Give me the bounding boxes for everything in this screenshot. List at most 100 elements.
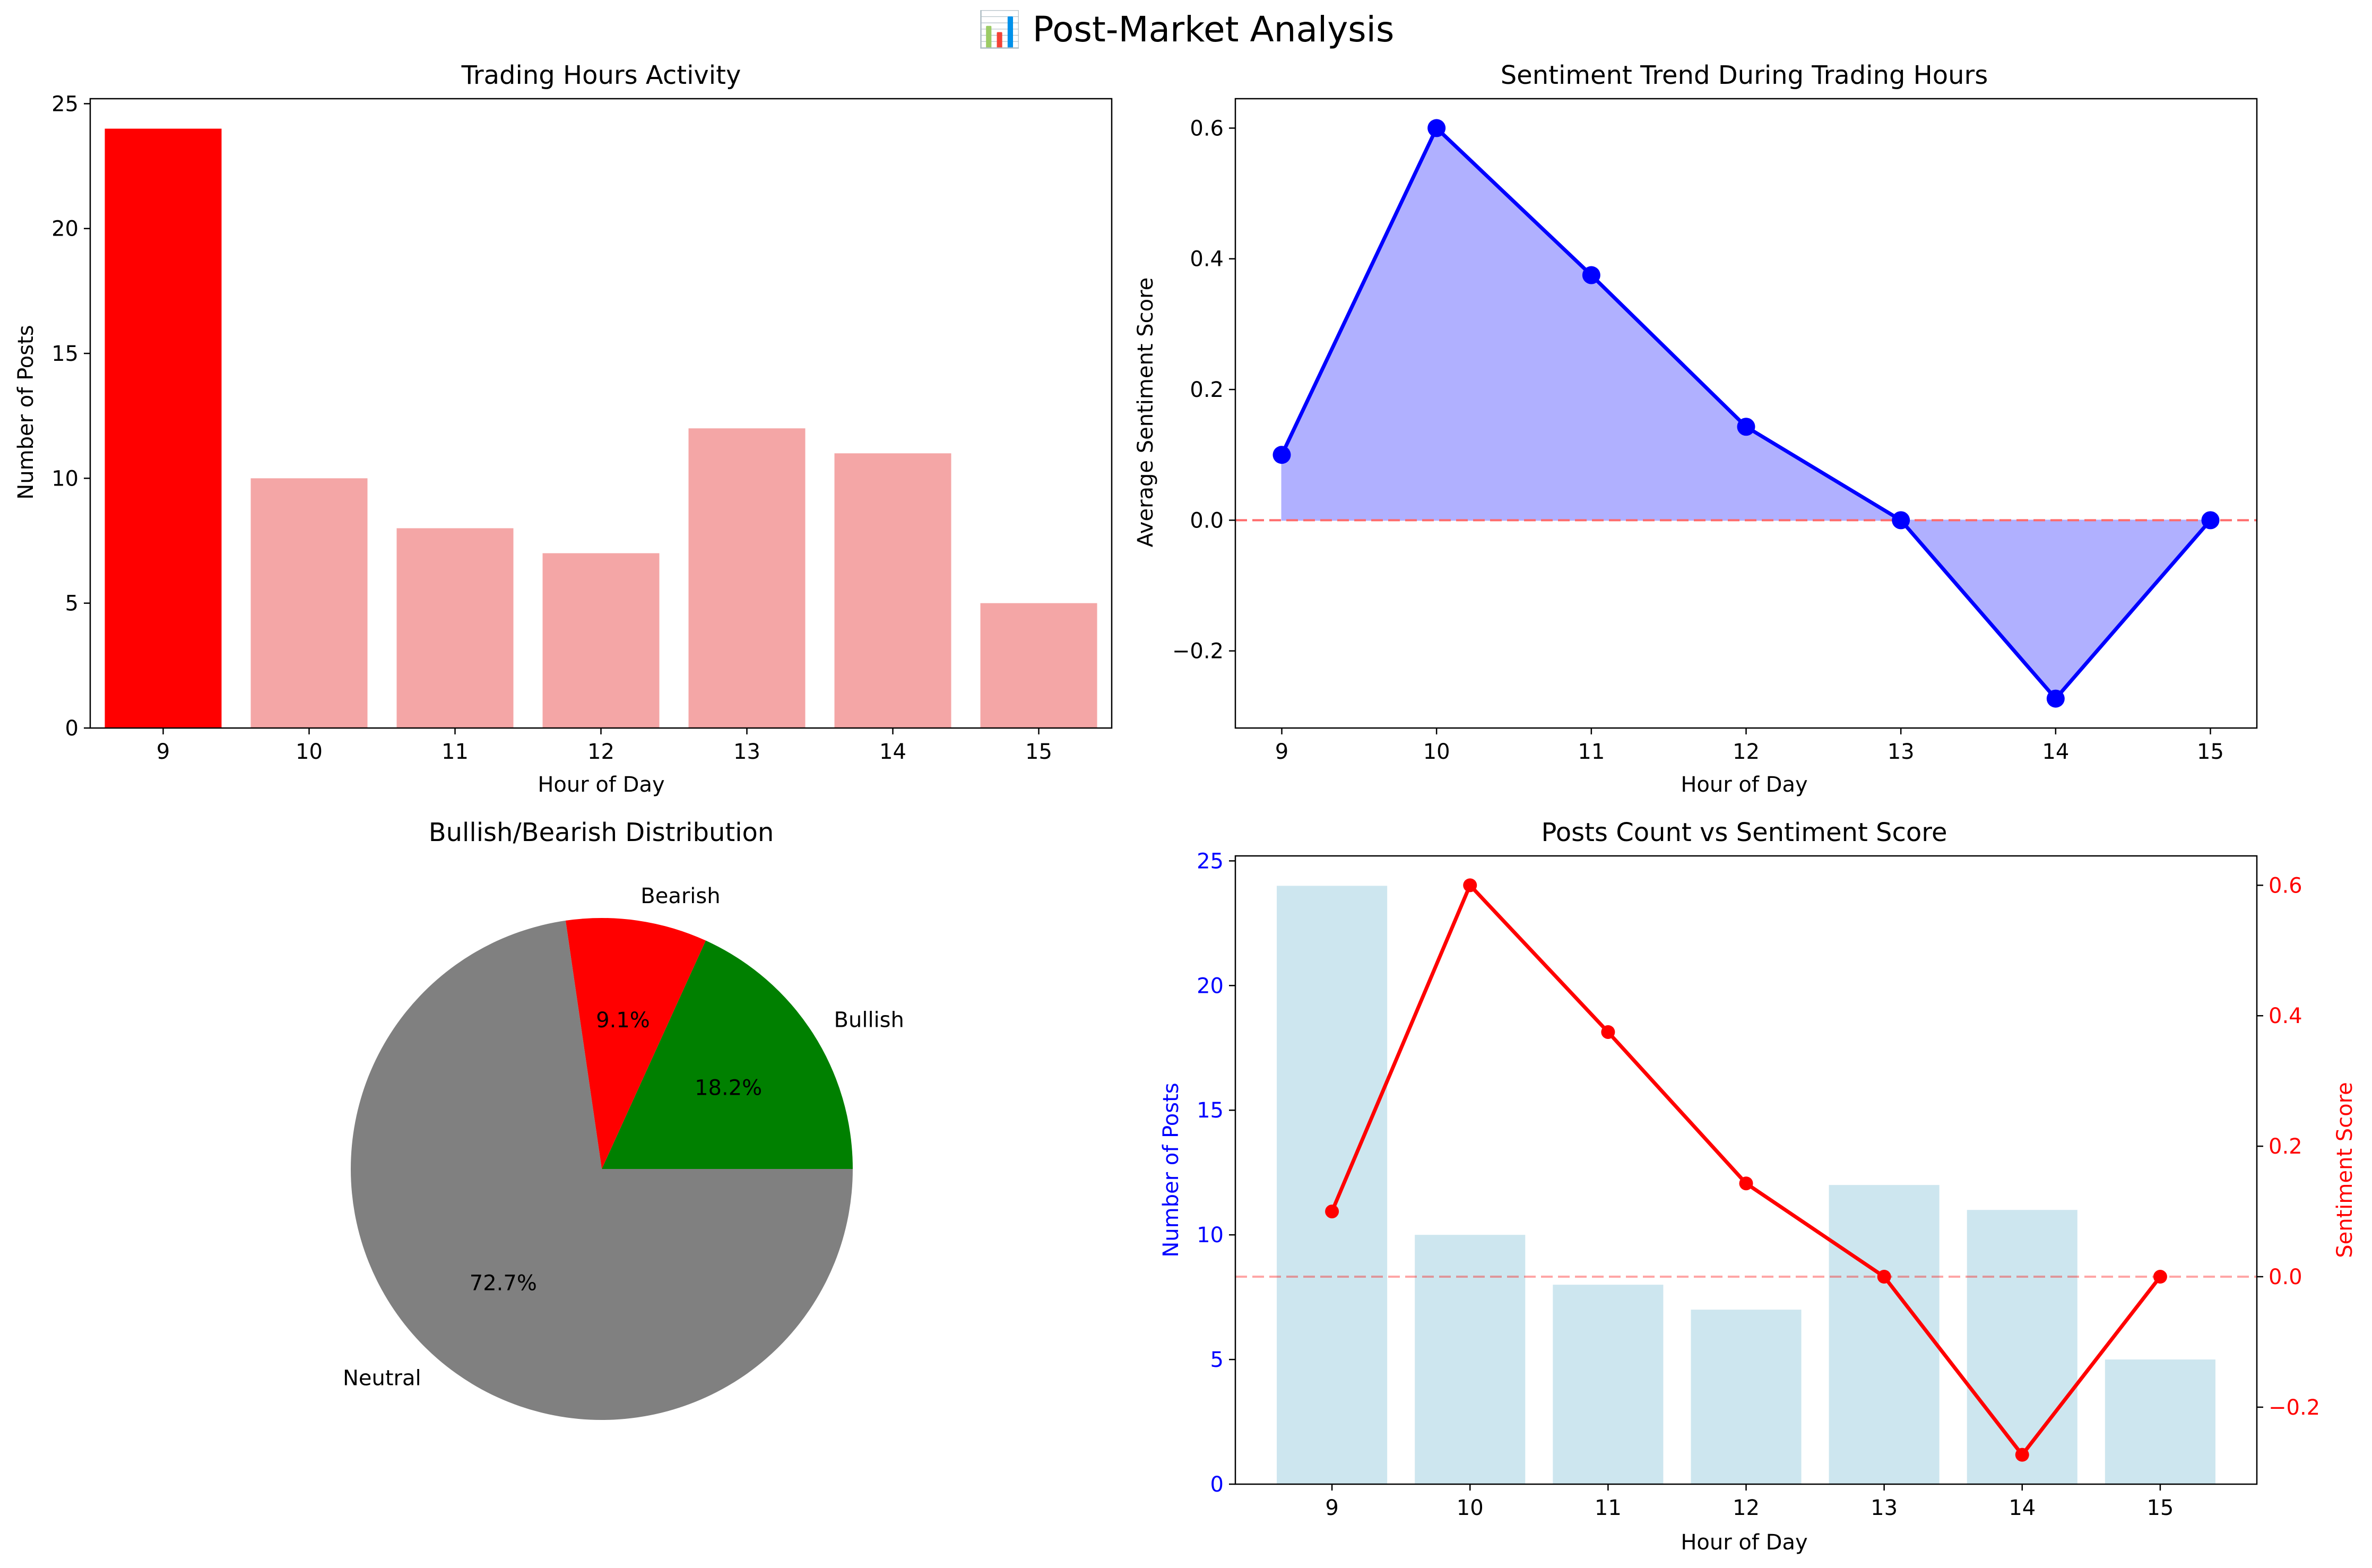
x-tick-label: 14 xyxy=(2042,740,2069,764)
figure-suptitle: 📊 Post-Market Analysis xyxy=(978,9,1395,50)
x-tick-label: 13 xyxy=(733,740,760,764)
x-tick-label: 12 xyxy=(587,740,614,764)
y-tick-label: 25 xyxy=(51,92,79,116)
y-tick-label-right: 0.0 xyxy=(2269,1265,2302,1289)
y-axis-label: Average Sentiment Score xyxy=(1133,278,1158,547)
y-tick-label: −0.2 xyxy=(1172,639,1224,664)
pie-slice xyxy=(350,920,853,1420)
bar xyxy=(396,528,514,728)
sentiment-point xyxy=(1737,418,1755,436)
y-tick-label: 15 xyxy=(51,342,79,366)
chart-bullish-bearish-distribution: Bullish/Bearish Distribution Bullish 18.2… xyxy=(343,818,904,1420)
posts-bar xyxy=(2105,1359,2215,1484)
y-tick-label-left: 0 xyxy=(1210,1472,1224,1497)
y-tick-label: 0.0 xyxy=(1190,508,1224,533)
x-tick-label: 13 xyxy=(1888,740,1915,764)
y-tick-label-left: 10 xyxy=(1197,1223,1224,1248)
sentiment-point xyxy=(1601,1025,1615,1039)
plot-area: 9 10 11 12 13 14 15 0 5 10 15 20 25 xyxy=(51,92,1113,764)
chart-sentiment-trend: Sentiment Trend During Trading Hours Hou… xyxy=(1133,60,2258,797)
posts-bar xyxy=(1553,1285,1664,1484)
sentiment-point xyxy=(2201,511,2220,530)
pie-slice xyxy=(602,940,853,1169)
x-tick-label: 12 xyxy=(1733,740,1760,764)
plot-area: 9 10 11 12 13 14 15 −0.2 0.0 0.2 0.4 0.6 xyxy=(1172,98,2258,764)
bar xyxy=(834,453,951,728)
y-axis-label-right: Sentiment Score xyxy=(2333,1082,2357,1258)
y-tick-label-right: 0.6 xyxy=(2269,873,2302,898)
bar xyxy=(542,553,660,728)
sentiment-point xyxy=(1739,1176,1753,1191)
posts-bar xyxy=(1691,1310,1802,1484)
y-tick-label-left: 5 xyxy=(1210,1348,1224,1372)
pie-slice-percent: 18.2% xyxy=(695,1076,762,1100)
sentiment-point xyxy=(1325,1205,1339,1219)
y-tick-label: 0.6 xyxy=(1190,116,1224,141)
bar xyxy=(980,603,1097,728)
y-tick-label: 10 xyxy=(51,466,79,491)
sentiment-point xyxy=(1427,119,1446,137)
axes-frame xyxy=(89,98,1113,729)
y-tick-label-left: 20 xyxy=(1197,974,1224,998)
x-axis-label: Hour of Day xyxy=(1681,1530,1807,1555)
x-tick-label: 11 xyxy=(1595,1496,1622,1520)
x-tick-label: 12 xyxy=(1733,1496,1760,1520)
axes-frame xyxy=(1234,98,2258,729)
x-tick-label: 15 xyxy=(2146,1496,2174,1520)
pie-slice-percent: 9.1% xyxy=(596,1008,650,1033)
x-tick-label: 13 xyxy=(1871,1496,1898,1520)
pie-area: Bullish 18.2% Bearish 9.1% Neutral 72.7% xyxy=(343,884,904,1420)
x-tick-label: 11 xyxy=(441,740,469,764)
y-tick-label: 0.4 xyxy=(1190,247,1224,272)
x-axis-label: Hour of Day xyxy=(538,773,664,797)
sentiment-point xyxy=(2015,1448,2029,1462)
x-tick-label: 10 xyxy=(296,740,323,764)
posts-bar xyxy=(1415,1235,1526,1484)
x-axis-label: Hour of Day xyxy=(1681,773,1807,797)
y-tick-label: 0.2 xyxy=(1190,378,1224,402)
y-tick-label: 5 xyxy=(65,592,79,616)
y-axis-label-left: Number of Posts xyxy=(1159,1082,1183,1257)
y-tick-label-left: 15 xyxy=(1197,1098,1224,1123)
chart-trading-hours-activity: Trading Hours Activity Hour of Day Numbe… xyxy=(14,60,1113,797)
bar xyxy=(688,428,806,728)
y-axis-label: Number of Posts xyxy=(14,325,38,499)
x-tick-label: 15 xyxy=(1025,740,1052,764)
chart-title: Bullish/Bearish Distribution xyxy=(429,818,774,847)
y-tick-label-right: 0.4 xyxy=(2269,1004,2302,1028)
pie-slice-label: Neutral xyxy=(343,1366,421,1391)
sentiment-point xyxy=(1272,446,1291,464)
pie-slice-label: Bearish xyxy=(640,884,720,908)
sentiment-point xyxy=(1877,1270,1891,1284)
plot-area: 9 10 11 12 13 14 15 0 5 10 15 20 25 −0.2 0.0 0.2 0.4 0.6 xyxy=(1197,849,2320,1520)
x-tick-label: 14 xyxy=(879,740,906,764)
chart-title: Posts Count vs Sentiment Score xyxy=(1542,818,1947,847)
sentiment-point xyxy=(1582,266,1600,284)
x-tick-label: 9 xyxy=(1325,1496,1338,1520)
x-tick-label: 10 xyxy=(1423,740,1450,764)
y-tick-label-right: 0.2 xyxy=(2269,1134,2302,1159)
x-tick-label: 15 xyxy=(2197,740,2224,764)
sentiment-point xyxy=(2153,1270,2167,1284)
posts-bar xyxy=(1829,1185,1940,1484)
x-tick-label: 9 xyxy=(157,740,170,764)
axes-frame xyxy=(1234,855,2258,1485)
bar xyxy=(105,128,222,728)
bar xyxy=(250,478,368,728)
y-tick-label-right: −0.2 xyxy=(2269,1396,2320,1420)
y-tick-label: 0 xyxy=(65,716,79,741)
x-tick-label: 11 xyxy=(1578,740,1605,764)
posts-bar xyxy=(1967,1210,2077,1484)
pie-slice xyxy=(565,918,706,1169)
sentiment-point xyxy=(1463,878,1477,893)
sentiment-point xyxy=(1892,511,1910,530)
y-tick-label-left: 25 xyxy=(1197,849,1224,873)
chart-posts-vs-sentiment: Posts Count vs Sentiment Score Hour of D… xyxy=(1159,818,2357,1555)
y-tick-label: 20 xyxy=(51,217,79,241)
pie-slice-label: Bullish xyxy=(834,1008,904,1032)
pie-slice-percent: 72.7% xyxy=(470,1271,537,1296)
chart-title: Trading Hours Activity xyxy=(461,60,741,90)
sentiment-point xyxy=(2046,689,2065,708)
x-tick-label: 10 xyxy=(1457,1496,1484,1520)
